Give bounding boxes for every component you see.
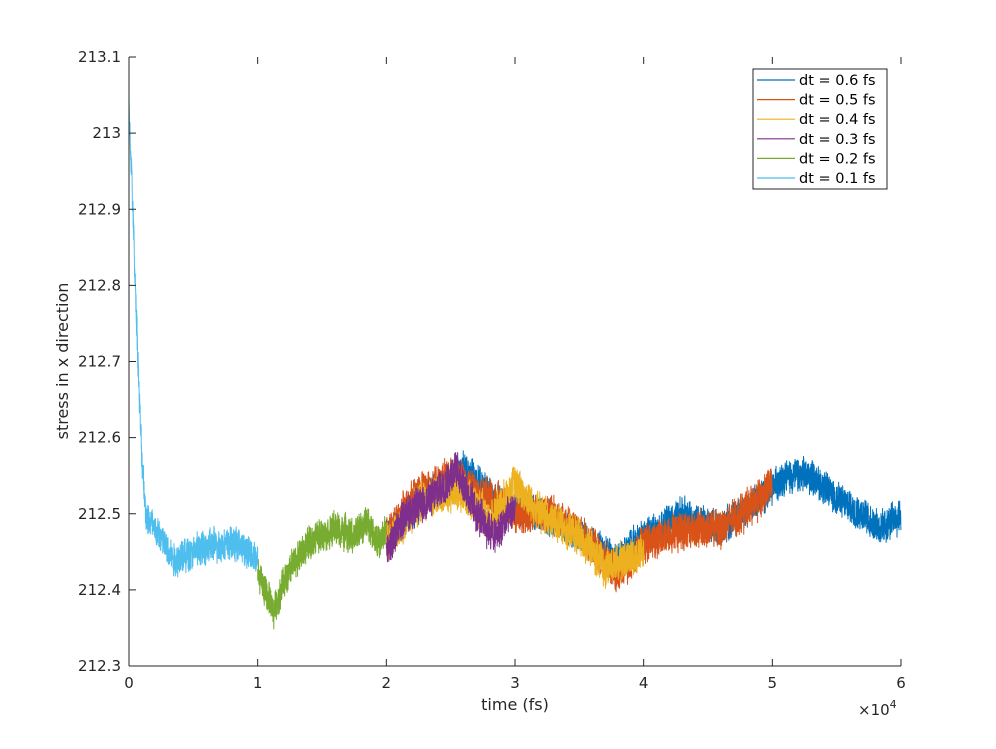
- legend-items: dt = 0.6 fs dt = 0.5 fs dt = 0.4 fs dt = 0.…: [757, 73, 876, 187]
- series-line: [385, 452, 516, 563]
- series-layer: [128, 97, 902, 630]
- x-tick-label: 5: [768, 674, 778, 692]
- x-tick-label: 0: [124, 674, 134, 692]
- y-tick-label: 212.5: [78, 505, 121, 523]
- y-tick-label: 212.7: [78, 353, 121, 371]
- y-tick-label: 212.9: [78, 200, 121, 218]
- legend-label: dt = 0.6 fs: [799, 73, 876, 89]
- x-axis-label: time (fs): [481, 695, 549, 714]
- legend-label: dt = 0.4 fs: [799, 112, 876, 128]
- legend-label: dt = 0.2 fs: [799, 151, 876, 167]
- x-tick-label: 1: [253, 674, 263, 692]
- y-tick-label: 212.8: [78, 276, 121, 294]
- y-tick-label: 213: [92, 124, 121, 142]
- y-tick-label: 212.4: [78, 581, 121, 599]
- y-tick-label: 212.3: [78, 657, 121, 675]
- legend: dt = 0.6 fs dt = 0.5 fs dt = 0.4 fs dt = 0.…: [752, 68, 888, 190]
- x-multiplier-exponent: 4: [890, 698, 897, 711]
- legend-label: dt = 0.1 fs: [799, 171, 876, 187]
- y-tick-label: 213.1: [78, 48, 121, 66]
- x-tick-label: 3: [510, 674, 520, 692]
- x-multiplier-base: ×10: [858, 701, 890, 719]
- y-axis-label: stress in x direction: [53, 283, 72, 440]
- y-tick-label: 212.6: [78, 429, 121, 447]
- x-axis-multiplier: ×104: [858, 698, 897, 719]
- x-tick-label: 4: [639, 674, 649, 692]
- ticks-layer: 0 1 2 3 4 5 6 212.3 212.4 212.5 212.6 212.7 212.8 212…: [78, 48, 906, 692]
- legend-box: [752, 68, 888, 190]
- series-line: [257, 506, 387, 630]
- legend-label: dt = 0.5 fs: [799, 93, 876, 109]
- legend-label: dt = 0.3 fs: [799, 132, 876, 148]
- x-tick-label: 2: [382, 674, 392, 692]
- series-line: [128, 97, 259, 578]
- x-tick-label: 6: [896, 674, 906, 692]
